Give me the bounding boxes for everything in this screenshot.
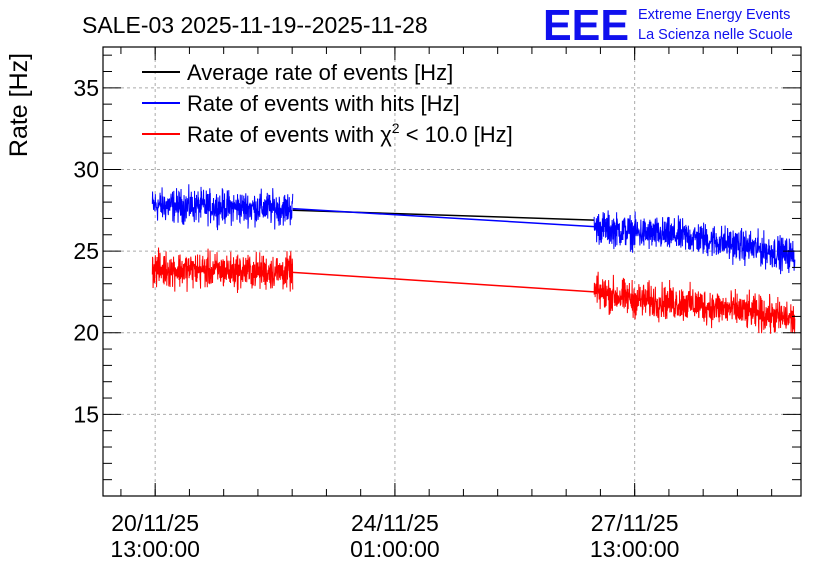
x-tick-label-time: 13:00:00: [590, 536, 680, 562]
eee-logo: EEE Extreme Energy Events La Scienza nel…: [543, 1, 793, 50]
y-tick-label: 15: [73, 401, 99, 427]
series-hits-gap-line: [292, 207, 595, 228]
x-tick-label-time: 01:00:00: [350, 536, 440, 562]
eee-logo-line1: Extreme Energy Events: [638, 7, 790, 23]
x-tick-label-time: 13:00:00: [110, 536, 200, 562]
chart-title: SALE-03 2025-11-19--2025-11-28: [82, 12, 428, 38]
series-hits-trace-2: [593, 210, 796, 275]
legend-label-average: Average rate of events [Hz]: [187, 60, 453, 85]
plot-area: [151, 184, 796, 334]
plot-frame: [102, 46, 802, 497]
y-tick-label: 20: [73, 320, 99, 346]
legend-label-hits: Rate of events with hits [Hz]: [187, 91, 460, 116]
eee-logo-line2: La Scienza nelle Scuole: [638, 27, 793, 43]
axis-ticks: [103, 47, 801, 496]
grid-lines: [103, 47, 801, 496]
legend-chi2-symbol: χ: [380, 122, 392, 147]
eee-logo-mark: EEE: [543, 1, 629, 50]
y-tick-label: 35: [73, 75, 99, 101]
x-tick-label-date: 24/11/25: [351, 510, 439, 536]
series-chi2-trace-2: [593, 271, 796, 334]
y-axis-label: Rate [Hz]: [5, 53, 33, 157]
y-tick-label: 25: [73, 238, 99, 264]
series-chi2-gap-line: [292, 271, 595, 293]
legend-chi2-suffix: < 10.0 [Hz]: [400, 122, 513, 147]
legend-chi2-superscript: 2: [392, 120, 400, 136]
tick-labels: 152025303520/11/2513:00:0024/11/2501:00:…: [73, 75, 679, 562]
y-tick-label: 30: [73, 156, 99, 182]
legend: Average rate of events [Hz] Rate of even…: [142, 60, 513, 147]
x-tick-label-date: 20/11/25: [111, 510, 199, 536]
x-tick-label-date: 27/11/25: [591, 510, 679, 536]
legend-chi2-prefix: Rate of events with: [187, 122, 380, 147]
series-hits-trace-1: [151, 184, 294, 231]
series-chi2-trace-1: [151, 247, 294, 293]
legend-label-chi2: Rate of events with χ2 < 10.0 [Hz]: [187, 120, 513, 147]
